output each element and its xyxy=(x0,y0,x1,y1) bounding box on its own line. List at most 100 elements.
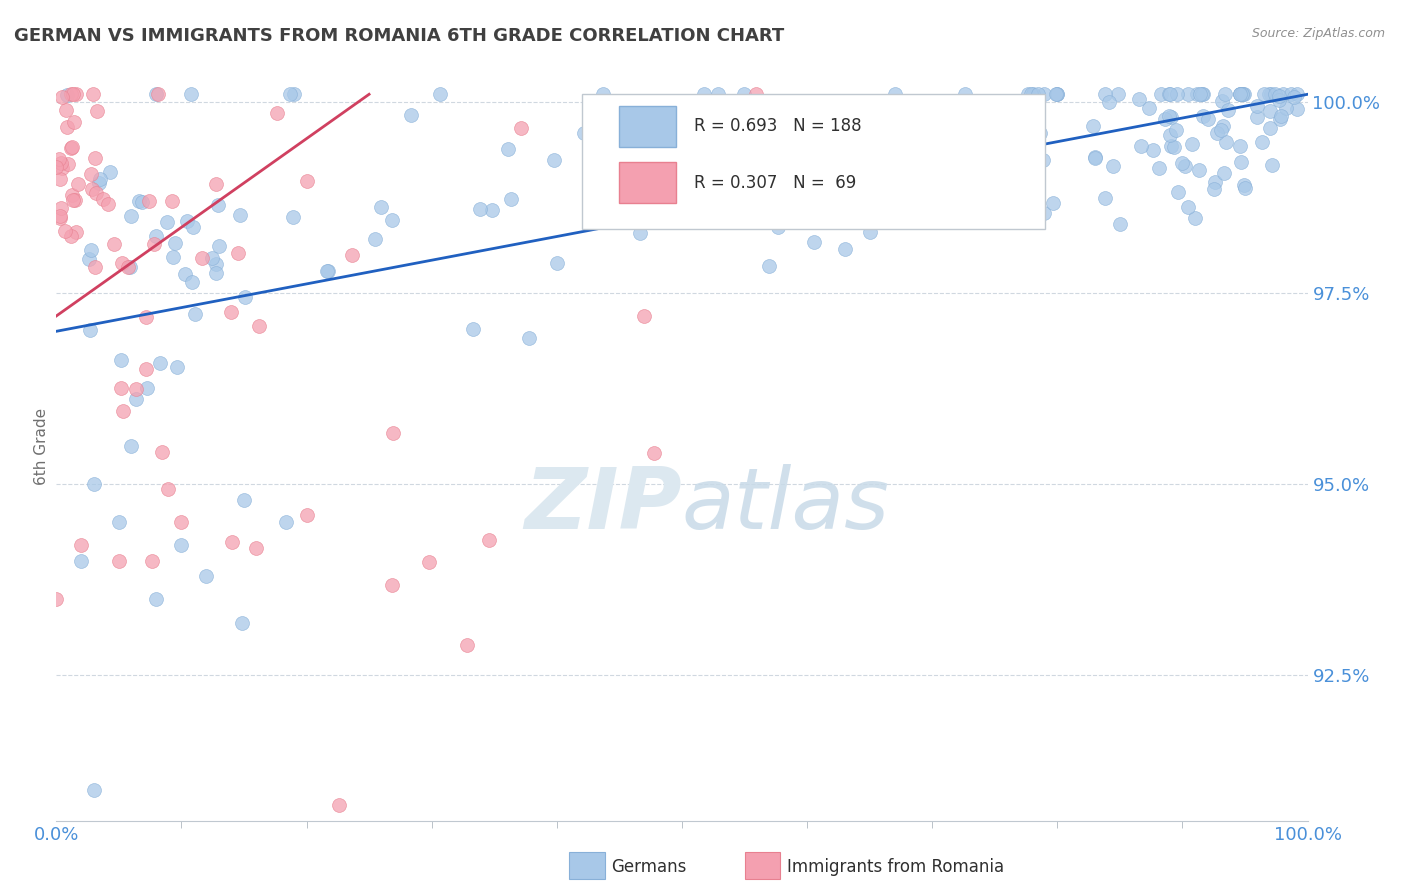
Point xyxy=(1268,112,1291,127)
Point xyxy=(1180,137,1202,152)
Point xyxy=(82,182,104,196)
Point xyxy=(1028,126,1050,140)
Point xyxy=(478,533,501,548)
Point xyxy=(1279,87,1302,102)
Point xyxy=(65,87,87,102)
Point xyxy=(176,214,198,228)
Point xyxy=(1285,102,1308,116)
Point xyxy=(91,193,114,207)
Point xyxy=(60,188,83,202)
Text: ZIP: ZIP xyxy=(524,465,682,548)
Point xyxy=(456,638,478,652)
Point xyxy=(181,275,204,289)
Point xyxy=(135,310,157,324)
Point xyxy=(1017,87,1039,102)
Point xyxy=(51,161,73,176)
Point xyxy=(70,554,93,568)
Text: Source: ZipAtlas.com: Source: ZipAtlas.com xyxy=(1251,27,1385,40)
Point xyxy=(135,361,157,376)
Text: GERMAN VS IMMIGRANTS FROM ROMANIA 6TH GRADE CORRELATION CHART: GERMAN VS IMMIGRANTS FROM ROMANIA 6TH GR… xyxy=(14,27,785,45)
Point xyxy=(863,126,886,140)
Point xyxy=(49,201,72,215)
Point xyxy=(316,264,339,278)
Point xyxy=(1282,90,1305,104)
Point xyxy=(80,243,103,257)
Point xyxy=(1160,139,1182,153)
Point xyxy=(328,798,350,813)
Point xyxy=(510,121,533,136)
Point xyxy=(62,87,84,102)
Point xyxy=(1128,92,1150,106)
Point xyxy=(170,516,193,530)
Point xyxy=(1177,200,1199,214)
Point xyxy=(962,145,984,160)
Point xyxy=(1285,87,1308,102)
Point xyxy=(56,88,79,103)
Point xyxy=(124,392,146,407)
Point xyxy=(1171,155,1194,169)
Point xyxy=(79,323,101,337)
Point xyxy=(281,210,304,224)
Point xyxy=(191,251,214,265)
Point xyxy=(1212,165,1234,179)
Point xyxy=(205,257,228,271)
Point xyxy=(1268,93,1291,107)
Point xyxy=(1192,109,1215,123)
Point xyxy=(1177,87,1199,102)
Point xyxy=(1159,87,1181,102)
Point xyxy=(231,615,253,630)
Point xyxy=(83,477,105,491)
Point xyxy=(155,214,177,228)
Point xyxy=(1191,87,1213,102)
Point xyxy=(65,225,87,239)
Point xyxy=(141,553,163,567)
Point xyxy=(718,161,741,176)
Point xyxy=(1159,109,1181,123)
Point xyxy=(1204,175,1226,189)
Point xyxy=(1098,95,1121,109)
Point xyxy=(162,250,184,264)
Point xyxy=(150,444,173,458)
Point xyxy=(1260,87,1282,102)
Point xyxy=(205,266,228,280)
Point xyxy=(699,95,721,110)
Point xyxy=(614,186,637,201)
Point xyxy=(364,232,387,246)
Point xyxy=(59,141,82,155)
Point xyxy=(1185,87,1208,102)
Point xyxy=(1246,99,1268,113)
Point xyxy=(1081,119,1104,133)
Point xyxy=(166,359,188,374)
Point xyxy=(233,290,256,304)
Point xyxy=(77,252,100,266)
Point xyxy=(1251,135,1274,149)
Point xyxy=(766,220,789,235)
Point xyxy=(45,591,67,606)
Point xyxy=(1163,139,1185,153)
Point xyxy=(84,186,107,201)
Point xyxy=(769,117,792,131)
Point xyxy=(1188,163,1211,178)
Point xyxy=(110,381,132,395)
Point xyxy=(125,382,148,396)
Point xyxy=(1229,138,1251,153)
Y-axis label: 6th Grade: 6th Grade xyxy=(34,408,49,484)
Point xyxy=(727,95,749,109)
Point xyxy=(463,321,485,335)
Point xyxy=(1164,123,1187,137)
Point xyxy=(1032,87,1054,102)
Point xyxy=(1215,135,1237,149)
Point xyxy=(110,352,132,367)
Point xyxy=(1001,203,1024,218)
Point xyxy=(283,87,305,102)
Point xyxy=(82,87,104,102)
Point xyxy=(97,197,120,211)
Point xyxy=(1230,154,1253,169)
Point xyxy=(83,151,105,165)
Point xyxy=(1275,101,1298,115)
Point xyxy=(755,161,778,176)
Point xyxy=(1229,87,1251,102)
Point xyxy=(914,106,936,120)
Point xyxy=(1153,112,1175,127)
Point xyxy=(51,90,73,104)
